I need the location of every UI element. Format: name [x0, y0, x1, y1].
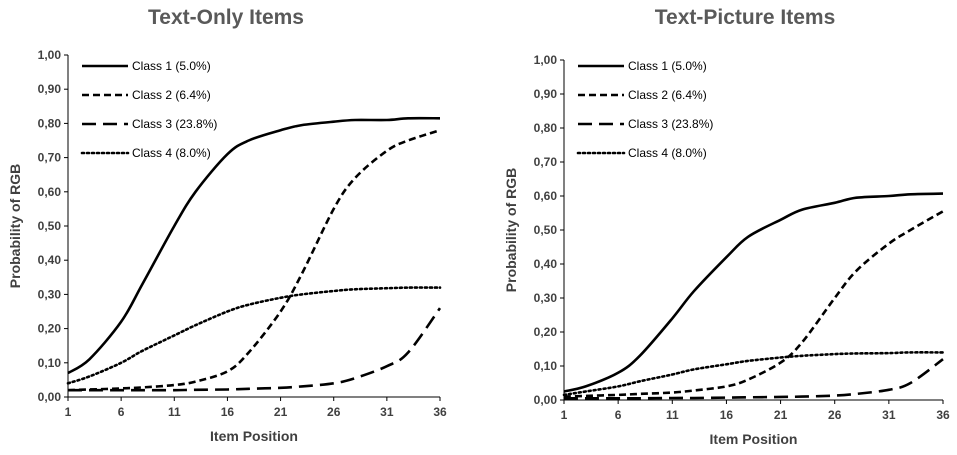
legend-label-class-1: Class 1 (5.0%): [132, 59, 211, 73]
legend-label-class-3: Class 3 (23.8%): [628, 117, 713, 131]
x-tick-label: 16: [720, 408, 734, 422]
y-tick-label: 0,00: [38, 390, 62, 404]
legend-label-class-2: Class 2 (6.4%): [628, 88, 707, 102]
x-axis-label: Item Position: [710, 431, 798, 447]
x-tick-label: 6: [118, 405, 125, 419]
legend-label-class-4: Class 4 (8.0%): [628, 146, 707, 160]
x-tick-label: 31: [882, 408, 896, 422]
x-tick-label: 6: [615, 408, 622, 422]
series-line-class-4: [562, 351, 945, 397]
x-axis-label: Item Position: [210, 428, 298, 444]
y-tick-label: 0,70: [534, 155, 558, 169]
y-tick-label: 0,60: [38, 185, 62, 199]
series-line-class-2: [67, 128, 441, 392]
chart-title: Text-Picture Items: [655, 6, 836, 29]
y-axis-label: Probability of RGB: [7, 164, 23, 288]
x-tick-label: 26: [327, 405, 341, 419]
y-tick-label: 0,50: [534, 223, 558, 237]
y-axis-label: Probability of RGB: [503, 168, 519, 292]
y-tick-label: 0,40: [38, 253, 62, 267]
x-tick-label: 36: [936, 408, 950, 422]
y-tick-label: 0,30: [534, 291, 558, 305]
y-tick-label: 0,20: [534, 325, 558, 339]
y-tick-label: 0,90: [38, 82, 62, 96]
legend-label-class-3: Class 3 (23.8%): [132, 117, 217, 131]
x-tick-label: 16: [221, 405, 235, 419]
y-tick-label: 0,70: [38, 151, 62, 165]
legend-label-class-2: Class 2 (6.4%): [132, 88, 211, 102]
series-line-class-1: [563, 192, 944, 393]
series-line-class-1: [67, 116, 441, 375]
panel-text-only: Text-Only Items 0,00 0,10 0,20 0,30 0,40 0,50 0…: [0, 0, 478, 455]
y-tick-label: 0,90: [534, 87, 558, 101]
legend-label-class-4: Class 4 (8.0%): [132, 146, 211, 160]
y-tick-label: 0,80: [534, 121, 558, 135]
x-tick-label: 26: [828, 408, 842, 422]
x-tick-label: 21: [274, 405, 288, 419]
y-tick-label: 0,00: [534, 393, 558, 407]
x-tick-label: 11: [666, 408, 679, 422]
series-line-class-4: [66, 286, 442, 385]
series-line-class-3: [68, 307, 442, 392]
x-tick-label: 11: [168, 405, 181, 419]
y-tick-label: 0,40: [534, 257, 558, 271]
chart-text-only: Text-Only Items 0,00 0,10 0,20 0,30 0,40 0,50 0…: [7, 6, 447, 444]
x-tick-label: 21: [774, 408, 788, 422]
y-tick-label: 0,10: [534, 359, 558, 373]
series-line-class-3: [564, 358, 944, 400]
y-tick-label: 0,50: [38, 219, 62, 233]
legend-label-class-1: Class 1 (5.0%): [628, 59, 707, 73]
chart-text-picture: Text-Picture Items 0,00 0,10 0,20 0,30 0,40 0,…: [503, 6, 950, 447]
y-tick-label: 0,30: [38, 287, 62, 301]
y-tick-label: 1,00: [38, 48, 62, 62]
y-tick-label: 0,10: [38, 356, 62, 370]
x-tick-label: 1: [65, 405, 72, 419]
x-tick-label: 36: [433, 405, 447, 419]
series-line-class-2: [563, 210, 944, 398]
y-tick-label: 0,20: [38, 322, 62, 336]
x-tick-label: 31: [380, 405, 394, 419]
y-tick-label: 1,00: [534, 53, 558, 67]
x-tick-label: 1: [561, 408, 568, 422]
chart-title: Text-Only Items: [148, 6, 304, 29]
panel-text-picture: Text-Picture Items 0,00 0,10 0,20 0,30 0,40 0,…: [478, 0, 956, 455]
y-tick-label: 0,60: [534, 189, 558, 203]
y-tick-label: 0,80: [38, 116, 62, 130]
